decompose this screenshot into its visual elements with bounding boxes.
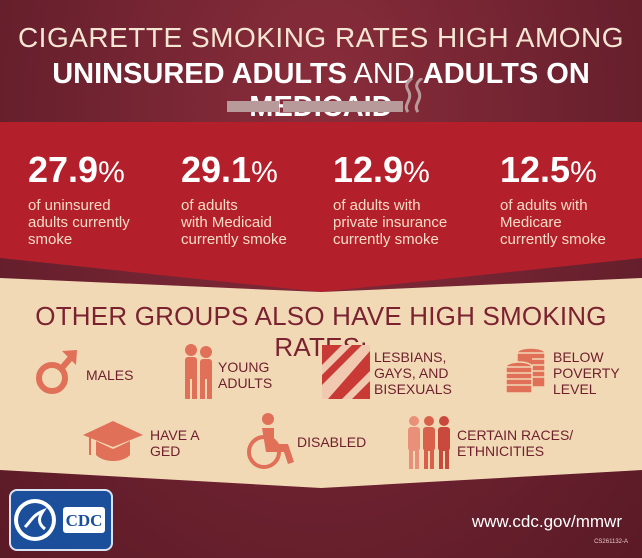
stat-value: 12.5 (500, 149, 571, 190)
stat-medicare: 12.5% of adults with Medicare currently sm… (500, 149, 606, 249)
cigarette-body (283, 101, 403, 112)
cigarette-icon (227, 101, 279, 112)
young-adults-icon (185, 344, 212, 399)
wheelchair-icon (247, 413, 294, 469)
stat-value: 27.9 (28, 149, 99, 190)
group-young-adults: YOUNG ADULTS (218, 359, 273, 391)
coin-stack-icon (505, 347, 546, 394)
stat-value: 12.9 (333, 149, 404, 190)
smoke-icon (404, 78, 424, 113)
title-line-1: CIGARETTE SMOKING RATES HIGH AMONG (17, 22, 625, 53)
group-races: CERTAIN RACES/ETHNICITIES (457, 427, 574, 459)
cdc-url: www.cdc.gov/mmwr (471, 512, 622, 531)
stat-medicaid: 29.1% of adults with Medicaid currently sm… (181, 149, 287, 249)
group-lgb: LESBIANS, GAYS, AND BISEXUALS (374, 349, 452, 397)
group-disabled: DISABLED (297, 434, 367, 450)
hhs-cdc-logo: CDC (9, 489, 113, 551)
title-uninsured: UNINSURED ADULTS (52, 58, 348, 90)
group-poverty: BELOW POVERTY LEVEL (553, 349, 620, 397)
stat-private: 12.9% of adults with private insurance cur… (333, 149, 448, 249)
group-people-icon (408, 416, 450, 469)
male-symbol-icon (36, 350, 77, 394)
rainbow-flag-icon (322, 345, 370, 399)
stat-uninsured: 27.9% of uninsured adults currently smoke (28, 149, 130, 249)
groups-panel (0, 278, 642, 488)
group-ged: HAVE A GED (150, 427, 200, 459)
cdc-logo-text: CDC (66, 511, 103, 530)
document-code: CS261132-A (594, 539, 628, 545)
title-and: AND (347, 58, 423, 90)
other-groups-heading: OTHER GROUPS ALSO HAVE HIGH SMOKING RATE… (35, 301, 607, 362)
stats-band (0, 122, 642, 292)
stat-value: 29.1 (181, 149, 252, 190)
group-males: MALES (86, 367, 134, 383)
title-line-2: UNINSURED ADULTS AND ADULTS ON MEDICAID (0, 58, 642, 124)
graduation-cap-icon (83, 421, 143, 461)
